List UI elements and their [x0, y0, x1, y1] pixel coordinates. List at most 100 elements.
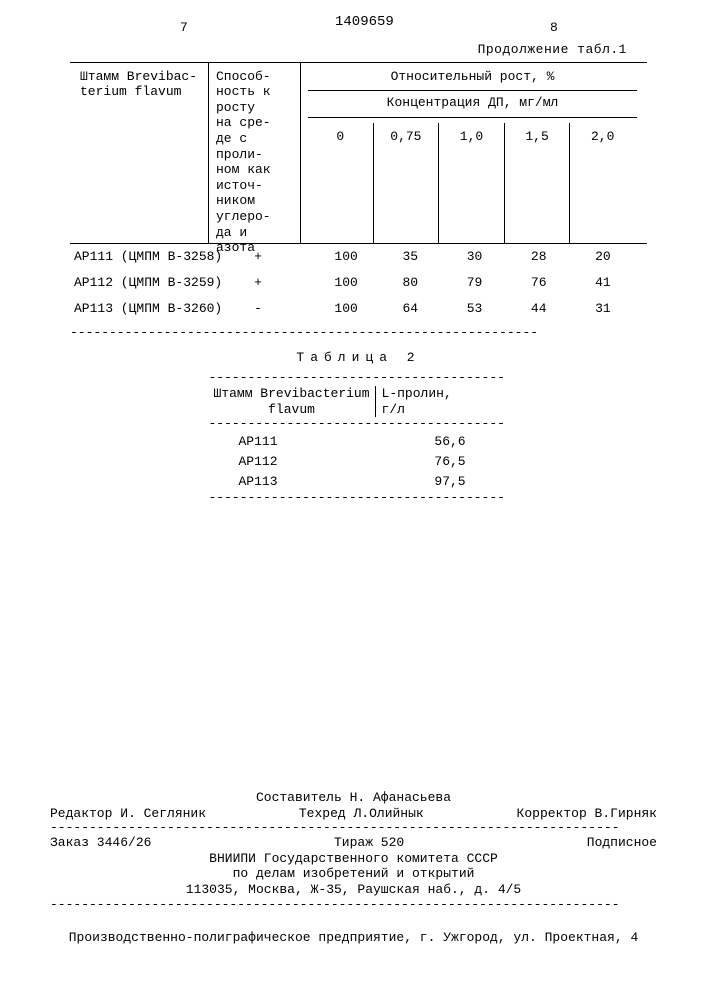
editor: Редактор И. Сегляник [50, 806, 206, 822]
table-2-head: Штамм Brevibacterium flavum L-пролин, г/… [209, 385, 509, 417]
table-2-bottom-rule: -------------------------------------- [209, 491, 509, 505]
table-row: АР111 56,6 [209, 431, 509, 451]
cell-vals: 100 64 53 44 31 [304, 301, 647, 317]
cell-val: 20 [571, 249, 635, 265]
ability-line: углеро- [216, 209, 296, 225]
t2-head-c1-l1: Штамм Brevibacterium [209, 386, 375, 402]
table-2: Таблица 2 ------------------------------… [209, 350, 509, 506]
table-1-bottom-rule: ----------------------------------------… [70, 326, 647, 340]
table-2-mid-rule: -------------------------------------- [209, 417, 509, 431]
cell-val: 44 [507, 301, 571, 317]
table-row: АР113 (ЦМПМ В-3260) - 100 64 53 44 31 [70, 296, 647, 322]
ability-line: ном как [216, 162, 296, 178]
table-row: АР113 97,5 [209, 471, 509, 491]
cell-val: 76 [507, 275, 571, 291]
footer-rule-2: ----------------------------------------… [50, 898, 657, 912]
cell-vals: 100 80 79 76 41 [304, 275, 647, 291]
t2-head-c1-l2: flavum [209, 402, 375, 418]
cell-ability: - [212, 301, 304, 317]
vsep-1 [208, 63, 209, 243]
table-row: АР111 (ЦМПМ В-3258) + 100 35 30 28 20 [70, 244, 647, 270]
conc-label: Концентрация ДП, мг/мл [308, 95, 637, 115]
tirazh: Тираж 520 [334, 835, 404, 851]
ability-line: источ- [216, 178, 296, 194]
cell-strain: АР111 (ЦМПМ В-3258) [70, 249, 212, 265]
cell-strain: АР111 [209, 434, 392, 450]
corrector: Корректор В.Гирняк [517, 806, 657, 822]
table-row: АР112 76,5 [209, 451, 509, 471]
strain-head-line1: Штамм Brevibac- [80, 69, 210, 85]
continuation-label: Продолжение табл.1 [70, 42, 647, 58]
conc-cell: 2,0 [569, 123, 635, 243]
table-2-title: Таблица 2 [209, 350, 509, 366]
ability-line: росту [216, 100, 296, 116]
cell-val: 100 [314, 275, 378, 291]
ability-line: на сре- [216, 115, 296, 131]
credits-row: Редактор И. Сегляник Техред Л.Олийнык Ко… [50, 806, 657, 822]
cell-val: 64 [378, 301, 442, 317]
cell-val: 100 [314, 249, 378, 265]
doc-number: 1409659 [335, 14, 394, 31]
ability-line: ником [216, 193, 296, 209]
org-line-1: ВНИИПИ Государственного комитета СССР [50, 851, 657, 867]
printer-line: Производственно-полиграфическое предприя… [50, 930, 657, 946]
order-row: Заказ 3446/26 Тираж 520 Подписное [50, 835, 657, 851]
t2-head-c2: L-пролин, г/л [375, 386, 509, 417]
col-ability-head: Способ- ность к росту на сре- де с проли… [216, 69, 296, 256]
cell-val: 76,5 [392, 454, 509, 470]
footer-rule-1: ----------------------------------------… [50, 821, 657, 835]
page-right: 8 [550, 20, 558, 36]
org-line-2: по делам изобретений и открытий [50, 866, 657, 882]
col-strain-head: Штамм Brevibac- terium flavum [80, 69, 210, 100]
col-rel-head: Относительный рост, % Концентрация ДП, м… [308, 69, 637, 122]
ability-line: да и [216, 225, 296, 241]
t2-head-c1: Штамм Brevibacterium flavum [209, 386, 375, 417]
cell-val: 41 [571, 275, 635, 291]
org-addr: 113035, Москва, Ж-35, Раушская наб., д. … [50, 882, 657, 898]
table-2-top-rule: -------------------------------------- [209, 371, 509, 385]
strain-head-line2: terium flavum [80, 84, 210, 100]
cell-strain: АР112 [209, 454, 392, 470]
table-1: Штамм Brevibac- terium flavum Способ- но… [70, 62, 647, 340]
conc-cells: 0 0,75 1,0 1,5 2,0 [308, 123, 635, 243]
conc-cell: 0 [308, 123, 373, 243]
cell-val: 56,6 [392, 434, 509, 450]
cell-val: 80 [378, 275, 442, 291]
conc-cell: 1,0 [438, 123, 504, 243]
vsep-2 [300, 63, 301, 243]
conc-rule [308, 117, 637, 118]
conc-cell: 1,5 [504, 123, 570, 243]
ability-line: ность к [216, 84, 296, 100]
ability-line: проли- [216, 147, 296, 163]
cell-strain: АР113 (ЦМПМ В-3260) [70, 301, 212, 317]
cell-vals: 100 35 30 28 20 [304, 249, 647, 265]
cell-strain: АР113 [209, 474, 392, 490]
ability-line: азота [216, 240, 296, 256]
ability-line: Способ- [216, 69, 296, 85]
cell-val: 79 [442, 275, 506, 291]
table-1-body: АР111 (ЦМПМ В-3258) + 100 35 30 28 20 АР… [70, 244, 647, 322]
order: Заказ 3446/26 [50, 835, 151, 851]
cell-val: 97,5 [392, 474, 509, 490]
t2-head-c2-l1: L-пролин, [382, 386, 509, 402]
sign: Подписное [587, 835, 657, 851]
cell-val: 100 [314, 301, 378, 317]
cell-val: 35 [378, 249, 442, 265]
page-left: 7 [180, 20, 188, 36]
cell-val: 31 [571, 301, 635, 317]
cell-val: 53 [442, 301, 506, 317]
rel-growth-label: Относительный рост, % [308, 69, 637, 89]
table-row: АР112 (ЦМПМ В-3259) + 100 80 79 76 41 [70, 270, 647, 296]
cell-val: 28 [507, 249, 571, 265]
table-1-head: Штамм Brevibac- terium flavum Способ- но… [70, 62, 647, 244]
cell-strain: АР112 (ЦМПМ В-3259) [70, 275, 212, 291]
cell-ability: + [212, 275, 304, 291]
techred: Техред Л.Олийнык [299, 806, 424, 822]
page-numbers: 7 1409659 8 [70, 20, 647, 40]
ability-line: де с [216, 131, 296, 147]
t2-head-c2-l2: г/л [382, 402, 509, 418]
rel-rule [308, 90, 637, 91]
cell-val: 30 [442, 249, 506, 265]
conc-cell: 0,75 [373, 123, 439, 243]
footer: Составитель Н. Афанасьева Редактор И. Се… [50, 790, 657, 945]
